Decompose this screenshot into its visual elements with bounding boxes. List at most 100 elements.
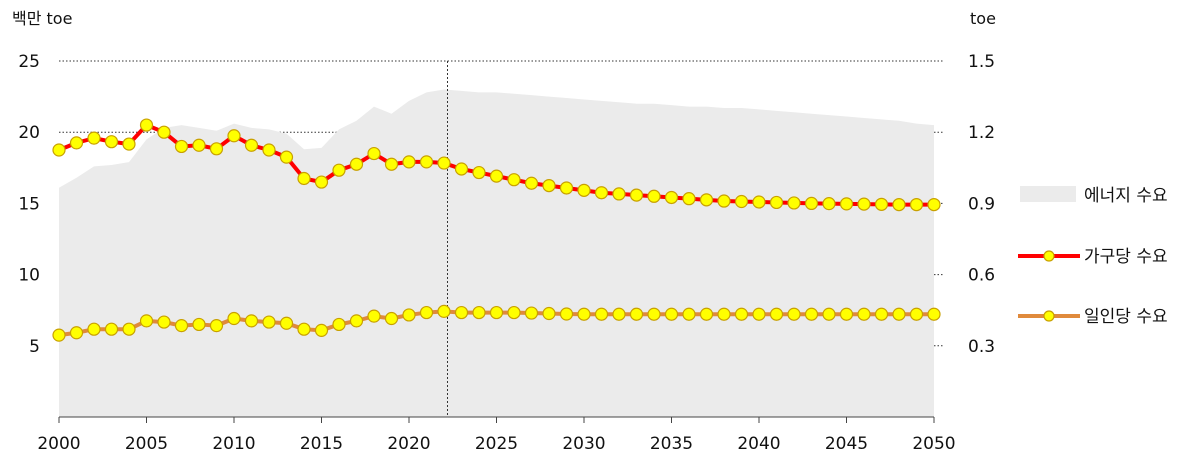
- per-capita-demand-point: [192, 317, 206, 332]
- per-capita-demand-point: [699, 307, 714, 321]
- household-demand-point: [682, 192, 696, 206]
- per-capita-demand-point: [507, 305, 521, 320]
- legend-item-energy-demand: 에너지 수요: [1020, 186, 1168, 206]
- per-capita-demand-point: [279, 316, 294, 330]
- household-demand-point: [139, 118, 154, 132]
- household-demand-point: [524, 176, 539, 190]
- per-capita-demand-point: [104, 322, 119, 336]
- per-capita-demand-point: [629, 307, 644, 321]
- household-demand-point: [454, 162, 469, 176]
- left-axis-unit: 백만 toe: [12, 9, 72, 28]
- household-demand-point: [839, 197, 854, 211]
- per-capita-demand-point: [297, 322, 311, 336]
- per-capita-demand-point: [332, 317, 346, 332]
- household-demand-point: [209, 142, 224, 156]
- household-demand-point: [542, 179, 556, 193]
- per-capita-demand-point: [664, 307, 679, 321]
- household-demand-point: [402, 155, 416, 169]
- per-capita-demand-point: [384, 311, 399, 326]
- y-left-tick-label: 25: [18, 52, 40, 72]
- per-capita-demand-point: [524, 306, 539, 320]
- household-demand-point: [664, 190, 679, 205]
- per-capita-demand-point: [209, 319, 224, 333]
- household-demand-point: [297, 171, 311, 186]
- household-demand-point: [157, 125, 171, 139]
- household-demand-point: [227, 129, 241, 143]
- per-capita-demand-point: [857, 307, 871, 321]
- x-tick-label: 2045: [825, 434, 868, 454]
- per-capita-demand-point: [349, 314, 364, 328]
- household-demand-point: [174, 139, 189, 154]
- x-tick-label: 2005: [125, 434, 168, 454]
- household-demand-point: [629, 188, 644, 202]
- per-capita-demand-point: [437, 304, 451, 318]
- household-demand-point: [69, 136, 84, 150]
- per-capita-demand-point: [752, 307, 766, 321]
- household-demand-point: [104, 135, 119, 149]
- per-capita-demand-point: [419, 305, 434, 320]
- energy-demand-area: [59, 89, 934, 417]
- per-capita-demand-point: [612, 307, 626, 321]
- legend-label-energy-demand: 에너지 수요: [1084, 186, 1168, 206]
- per-capita-demand-point: [647, 307, 661, 321]
- household-demand-point: [122, 137, 136, 151]
- y-left-tick-label: 15: [18, 194, 40, 214]
- household-demand-point: [734, 194, 749, 209]
- household-demand-point: [87, 131, 101, 145]
- household-demand-point: [279, 150, 294, 164]
- x-tick-label: 2020: [387, 434, 430, 454]
- per-capita-demand-point: [174, 319, 189, 333]
- household-demand-point: [262, 143, 276, 157]
- per-capita-demand-point: [594, 307, 609, 321]
- x-tick-label: 2000: [37, 434, 80, 454]
- legend-item-per-capita-demand: 일인당 수요: [1018, 307, 1168, 327]
- household-demand-point: [507, 173, 521, 187]
- per-capita-demand-point: [122, 322, 136, 336]
- per-capita-demand-point: [472, 305, 486, 320]
- right-axis-unit: toe: [970, 9, 996, 28]
- legend-swatch-household-marker: [1043, 250, 1055, 262]
- per-capita-demand-point: [69, 326, 84, 340]
- legend: 에너지 수요 가구당 수요 일인당 수요: [1018, 186, 1168, 327]
- per-capita-demand-point: [892, 307, 906, 321]
- legend-label-per-capita-demand: 일인당 수요: [1084, 307, 1168, 327]
- household-demand-point: [437, 156, 451, 170]
- y-right-tick-label: 0.9: [968, 194, 995, 214]
- y-left-tick-label: 5: [29, 337, 40, 357]
- energy-demand-area-shape: [59, 89, 934, 417]
- household-demand-point: [367, 146, 381, 161]
- y-right-tick-label: 1.2: [968, 123, 995, 143]
- household-demand-point: [349, 157, 364, 171]
- household-demand-point: [577, 183, 591, 197]
- per-capita-demand-point: [244, 314, 259, 328]
- per-capita-demand-point: [874, 307, 889, 321]
- y-right-tick-label: 0.3: [968, 337, 995, 357]
- per-capita-demand-point: [542, 306, 556, 321]
- household-demand-point: [787, 196, 801, 210]
- household-demand-point: [804, 196, 819, 210]
- axes: 2000 2005 2010 2015 2020 2025 2030 2035 2040 2045…: [18, 52, 995, 454]
- household-demand-point: [52, 143, 66, 157]
- per-capita-demand-point: [87, 322, 101, 336]
- per-capita-demand-point: [262, 315, 276, 329]
- per-capita-demand-point: [402, 308, 416, 322]
- per-capita-demand-point: [909, 307, 924, 321]
- per-capita-demand-point: [927, 307, 941, 321]
- per-capita-demand-point: [769, 307, 784, 321]
- x-tick-label: 2025: [475, 434, 518, 454]
- household-demand-point: [822, 197, 836, 211]
- legend-item-household-demand: 가구당 수요: [1018, 247, 1168, 267]
- household-demand-point: [909, 197, 924, 212]
- per-capita-demand-point: [157, 315, 171, 329]
- household-demand-point: [612, 187, 626, 201]
- per-capita-demand-point: [804, 307, 819, 321]
- per-capita-demand-point: [682, 307, 696, 321]
- household-demand-point: [332, 163, 346, 177]
- household-demand-point: [559, 181, 574, 195]
- per-capita-demand-point: [52, 328, 66, 342]
- per-capita-demand-point: [787, 307, 801, 321]
- household-demand-point: [752, 195, 766, 209]
- y-right-tick-label: 0.6: [968, 266, 995, 286]
- per-capita-demand-point: [577, 307, 591, 321]
